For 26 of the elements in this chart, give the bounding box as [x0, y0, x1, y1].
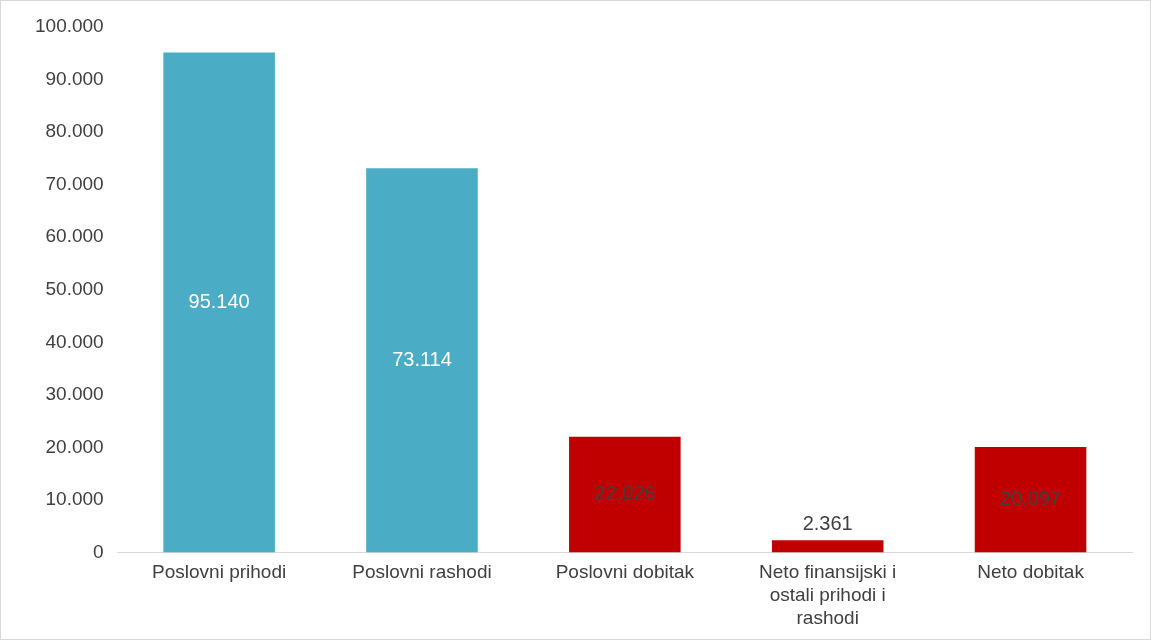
data-label: 20.097: [999, 487, 1062, 510]
y-tick-label: 30.000: [45, 383, 104, 405]
x-tick-label: Poslovni rashodi: [352, 561, 492, 583]
y-tick-label: 50.000: [45, 278, 104, 300]
bar: [974, 446, 1087, 553]
y-tick-label: 0: [93, 540, 104, 562]
y-tick-label: 100.000: [34, 15, 104, 37]
x-tick-label: Poslovni prihodi: [152, 561, 287, 583]
y-tick-label: 90.000: [45, 67, 104, 89]
bar: [569, 436, 681, 553]
x-tick-label: Neto dobitak: [977, 561, 1085, 583]
data-label: 2.361: [802, 511, 853, 534]
y-tick-label: 70.000: [45, 172, 104, 194]
x-tick-label: Neto finansijski i ostali prihodi i rashodi: [759, 561, 897, 628]
bar: [366, 168, 478, 553]
data-label: 95.140: [188, 290, 250, 313]
y-tick-label: 60.000: [45, 225, 104, 247]
x-tick-label: Poslovni dobitak: [555, 561, 695, 583]
bar: [771, 540, 884, 553]
y-tick-label: 20.000: [45, 435, 104, 457]
data-label: 22.026: [594, 482, 656, 505]
y-tick-label: 80.000: [45, 120, 104, 142]
y-tick-label: 10.000: [45, 488, 104, 510]
data-label: 73.114: [392, 347, 452, 370]
y-tick-label: 40.000: [45, 330, 104, 352]
bar: [163, 52, 275, 553]
